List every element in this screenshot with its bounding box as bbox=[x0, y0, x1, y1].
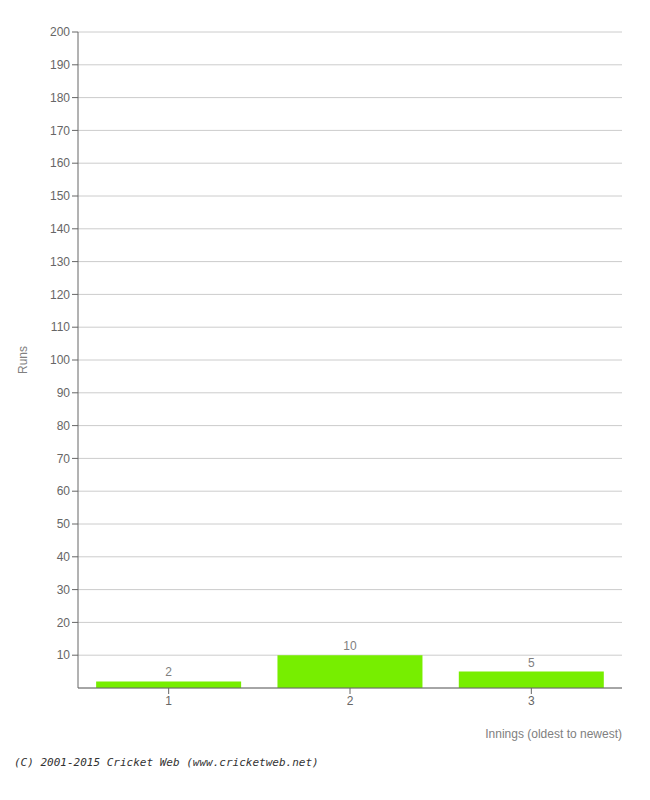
svg-text:190: 190 bbox=[50, 58, 70, 72]
svg-text:10: 10 bbox=[343, 639, 357, 653]
svg-text:120: 120 bbox=[50, 288, 70, 302]
svg-text:140: 140 bbox=[50, 222, 70, 236]
svg-text:90: 90 bbox=[57, 386, 71, 400]
svg-text:Innings (oldest to newest): Innings (oldest to newest) bbox=[485, 727, 622, 741]
svg-text:30: 30 bbox=[57, 583, 71, 597]
svg-text:180: 180 bbox=[50, 91, 70, 105]
svg-text:100: 100 bbox=[50, 353, 70, 367]
svg-text:Runs: Runs bbox=[16, 346, 30, 374]
svg-text:5: 5 bbox=[528, 656, 535, 670]
html-text:(C) 2001-2015 Cricket Web (www: (C) 2001-2015 Cricket Web (www.cricketwe… bbox=[14, 756, 319, 769]
svg-text:150: 150 bbox=[50, 189, 70, 203]
svg-text:80: 80 bbox=[57, 419, 71, 433]
svg-text:70: 70 bbox=[57, 452, 71, 466]
svg-text:10: 10 bbox=[57, 648, 71, 662]
svg-text:2: 2 bbox=[165, 665, 172, 679]
svg-text:130: 130 bbox=[50, 255, 70, 269]
svg-text:60: 60 bbox=[57, 484, 71, 498]
svg-text:1: 1 bbox=[165, 694, 172, 708]
svg-text:170: 170 bbox=[50, 124, 70, 138]
svg-text:3: 3 bbox=[528, 694, 535, 708]
svg-text:40: 40 bbox=[57, 550, 71, 564]
svg-text:50: 50 bbox=[57, 517, 71, 531]
svg-text:110: 110 bbox=[51, 320, 70, 334]
svg-text:200: 200 bbox=[50, 25, 70, 39]
svg-text:2: 2 bbox=[347, 694, 354, 708]
svg-text:20: 20 bbox=[57, 616, 71, 630]
svg-text:160: 160 bbox=[50, 156, 70, 170]
